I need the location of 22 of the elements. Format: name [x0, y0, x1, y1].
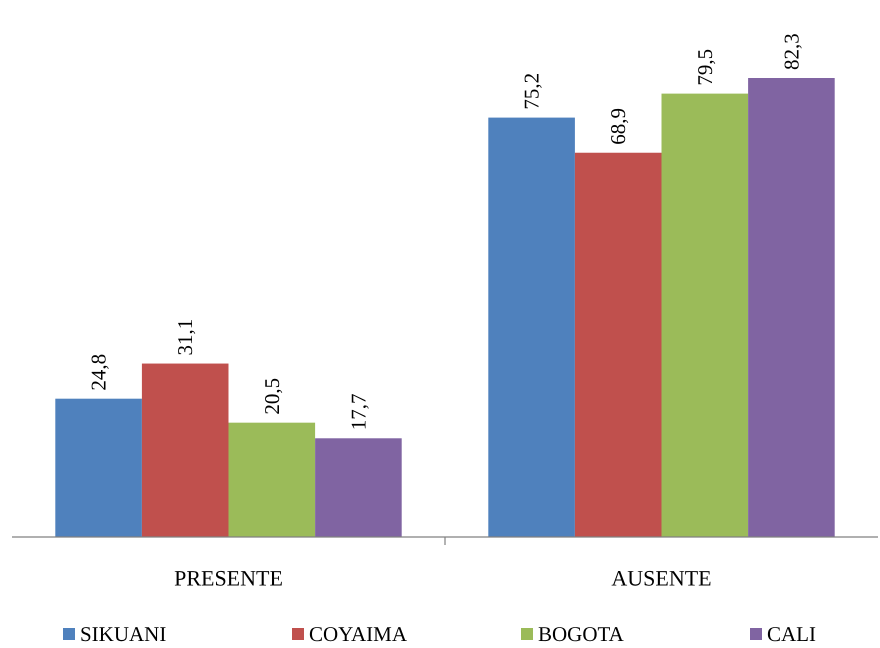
data-label: 17,7: [346, 394, 370, 430]
bar: [574, 152, 662, 537]
bar: [142, 364, 228, 537]
legend-label: CALI: [767, 622, 816, 646]
data-label: 79,5: [692, 48, 717, 86]
data-label: 20,5: [260, 378, 284, 415]
x-tick-label: PRESENTE: [174, 566, 283, 590]
bar: [748, 78, 835, 537]
legend-label: BOGOTA: [538, 622, 625, 646]
data-label: 82,3: [779, 33, 804, 70]
data-label: 31,1: [173, 318, 198, 356]
bar: [488, 118, 575, 537]
data-label: 24,8: [86, 354, 111, 391]
bar: [315, 438, 402, 537]
legend-label: COYAIMA: [309, 622, 408, 646]
bar: [662, 94, 748, 537]
bar: [228, 422, 316, 537]
legend-label: SIKUANI: [80, 622, 166, 646]
data-label: 68,9: [606, 108, 630, 145]
x-tick-label: AUSENTE: [611, 566, 712, 590]
data-label: 75,2: [520, 72, 544, 110]
bar: [55, 398, 142, 537]
